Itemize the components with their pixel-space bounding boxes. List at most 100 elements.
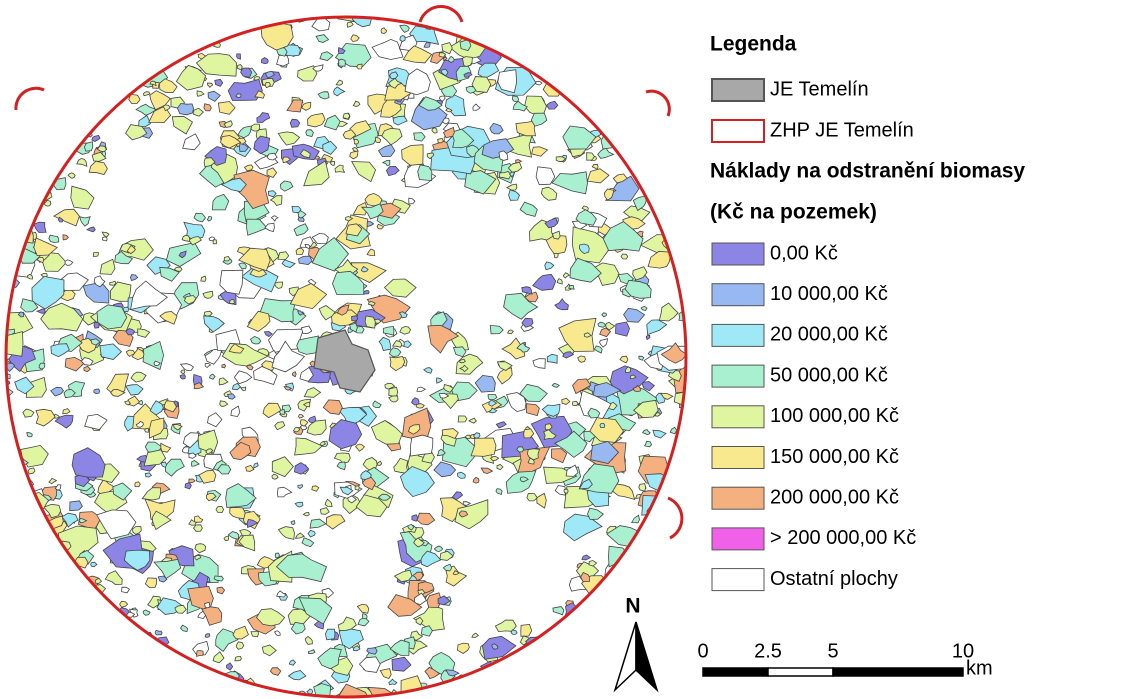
parcel [373,401,381,408]
parcel [653,430,666,438]
parcel [372,39,403,59]
scale-segment [768,668,833,676]
parcel [438,139,444,143]
parcel [367,221,373,226]
parcel [195,544,206,553]
parcel [547,354,557,363]
parcel [347,22,353,27]
parcel [205,634,210,638]
parcel [291,521,295,525]
parcel [442,43,453,54]
parcel [488,395,497,400]
parcel [632,515,640,523]
parcel [389,679,397,685]
parcel [63,235,68,240]
parcel [512,96,518,102]
parcel [302,102,311,110]
parcel [154,559,181,578]
parcel [251,632,258,637]
map-page: Legenda Náklady na odstranění biomasy (K… [0,0,1139,699]
legend-swatch [712,324,764,346]
parcel [213,652,224,663]
parcel [598,148,614,159]
parcel [247,311,270,331]
legend-label: JE Temelín [770,78,869,100]
parcel [213,240,217,244]
parcel [89,161,107,174]
parcel [55,485,61,490]
parcel [165,459,184,476]
parcel [87,227,95,232]
parcel [197,651,204,657]
parcel [469,418,476,423]
parcel [350,151,358,159]
parcel [325,499,332,506]
parcel [161,462,167,468]
parcel [205,364,210,368]
parcel [287,100,303,112]
parcel [267,168,277,178]
parcel [28,468,35,474]
scale-tick-label: 2.5 [754,640,782,662]
parcel [400,25,410,32]
parcel [204,316,225,332]
parcel [383,160,390,165]
parcel [458,416,467,422]
parcel [100,259,115,274]
parcel [219,378,228,385]
parcel [133,527,142,535]
parcel [236,642,244,650]
parcel [296,248,304,255]
legend-label: 0,00 Kč [770,242,838,264]
parcel [367,648,377,655]
parcel [582,555,591,560]
parcel [405,69,430,95]
parcel [448,56,454,62]
parcel [522,287,532,294]
parcel [218,102,235,115]
parcel [401,676,422,698]
scale-tick-label: 5 [827,640,838,662]
parcel [418,165,432,181]
parcel [624,308,645,322]
parcel [92,136,100,142]
parcel [298,485,303,489]
parcel [275,553,279,557]
parcel [224,257,230,262]
parcel [295,502,303,507]
parcel [424,368,432,374]
parcel [434,462,456,477]
parcel [337,462,345,470]
parcel [91,562,97,567]
parcel [496,489,502,495]
parcel [72,448,105,477]
parcel [307,689,313,694]
parcel [371,421,402,445]
parcel [143,92,150,96]
parcel [262,645,276,656]
parcel [176,65,205,90]
parcel [37,309,45,313]
parcel [292,372,296,377]
parcel [204,104,211,111]
parcel [390,356,405,370]
parcel [390,348,401,357]
parcel [37,257,44,262]
parcel [294,224,308,236]
parcel [238,126,252,138]
parcel [400,36,405,42]
parcel [65,260,73,266]
parcel [228,532,239,540]
parcel [598,322,606,327]
parcel [208,83,213,87]
parcel [316,35,329,43]
parcel [412,398,419,405]
parcel [180,375,185,379]
parcel [247,219,267,235]
parcel [417,513,435,525]
parcel [304,161,329,186]
parcel [94,389,100,394]
parcel [417,387,425,392]
parcel [51,344,69,357]
parcel [143,610,150,615]
